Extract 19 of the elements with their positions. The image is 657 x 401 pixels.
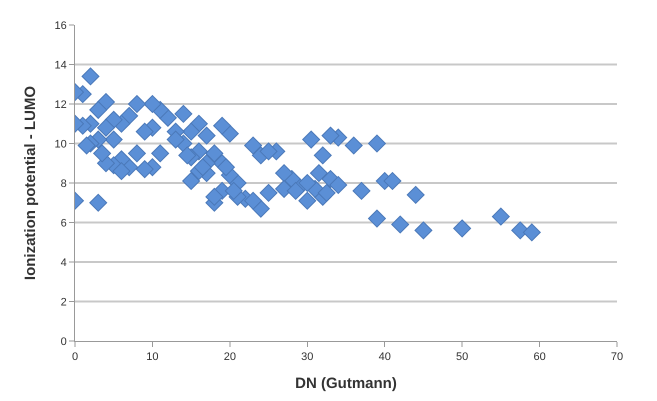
y-tick-label: 14 — [54, 59, 67, 72]
x-axis-title: DN (Gutmann) — [295, 375, 397, 392]
y-tick-label: 16 — [54, 20, 67, 32]
y-tick-label: 4 — [60, 256, 67, 269]
y-tick-label: 2 — [60, 296, 67, 308]
x-tick-label: 20 — [224, 351, 236, 364]
y-tick-label: 0 — [60, 336, 67, 348]
x-tick-label: 50 — [456, 351, 468, 364]
x-tick-label: 60 — [533, 351, 546, 364]
x-tick-label: 0 — [72, 351, 78, 364]
x-tick-label: 40 — [378, 351, 391, 364]
y-tick-label: 6 — [60, 217, 67, 230]
y-tick-label: 10 — [54, 138, 67, 150]
y-tick-label: 12 — [54, 98, 67, 111]
x-tick-label: 30 — [301, 351, 314, 364]
x-tick-label: 70 — [610, 351, 624, 364]
x-tick-label: 10 — [146, 351, 159, 364]
y-tick-label: 8 — [60, 178, 67, 190]
y-axis-title: Ionization potential - LUMO — [22, 86, 39, 280]
